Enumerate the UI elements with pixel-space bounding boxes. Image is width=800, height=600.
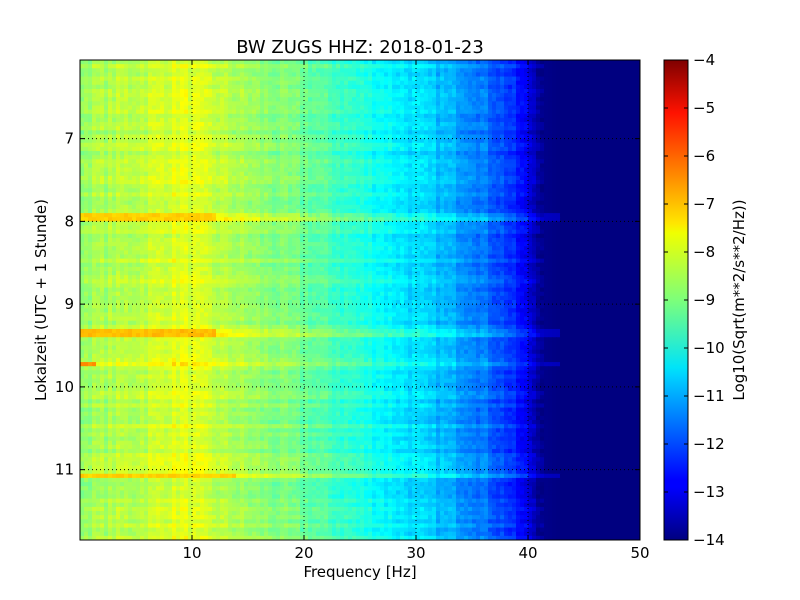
colorbar-ticks: −14 −13 −12 −11 −10 −9 −8 −7 −6 −5 −4: [664, 51, 725, 549]
colorbar-tick-label: −4: [693, 51, 715, 69]
y-axis-ticks: 7 8 9 10 11: [55, 130, 640, 479]
spectrogram-heatmap: [80, 60, 640, 540]
colorbar-tick-label: −7: [693, 195, 715, 213]
x-axis-label: Frequency [Hz]: [303, 563, 416, 581]
colorbar-tick-label: −11: [693, 387, 725, 405]
colorbar-tick-label: −10: [693, 339, 725, 357]
x-tick-label: 30: [406, 544, 425, 562]
x-tick-label: 10: [182, 544, 201, 562]
grid: [80, 60, 640, 540]
colorbar-tick-label: −5: [693, 99, 715, 117]
x-tick-label: 20: [294, 544, 313, 562]
y-tick-label: 8: [64, 212, 74, 230]
colorbar-tick-label: −14: [693, 531, 725, 549]
y-axis-label: Lokalzeit (UTC + 1 Stunde): [32, 199, 50, 401]
chart-title: BW ZUGS HHZ: 2018-01-23: [236, 37, 484, 58]
plot-frame: [79, 59, 641, 541]
y-tick-label: 11: [55, 461, 74, 479]
x-tick-label: 50: [630, 544, 649, 562]
y-tick-label: 10: [55, 378, 74, 396]
x-axis-ticks: 10 20 30 40 50: [182, 60, 650, 562]
y-tick-label: 9: [64, 295, 74, 313]
colorbar-tick-label: −12: [693, 435, 725, 453]
y-tick-label: 7: [64, 130, 74, 148]
colorbar-tick-label: −8: [693, 243, 715, 261]
x-tick-label: 40: [518, 544, 537, 562]
colorbar-tick-label: −6: [693, 147, 715, 165]
colorbar-tick-label: −13: [693, 483, 725, 501]
colorbar-tick-label: −9: [693, 291, 715, 309]
colorbar-label: Log10(Sqrt(m**2/s**2/Hz)): [730, 199, 748, 400]
